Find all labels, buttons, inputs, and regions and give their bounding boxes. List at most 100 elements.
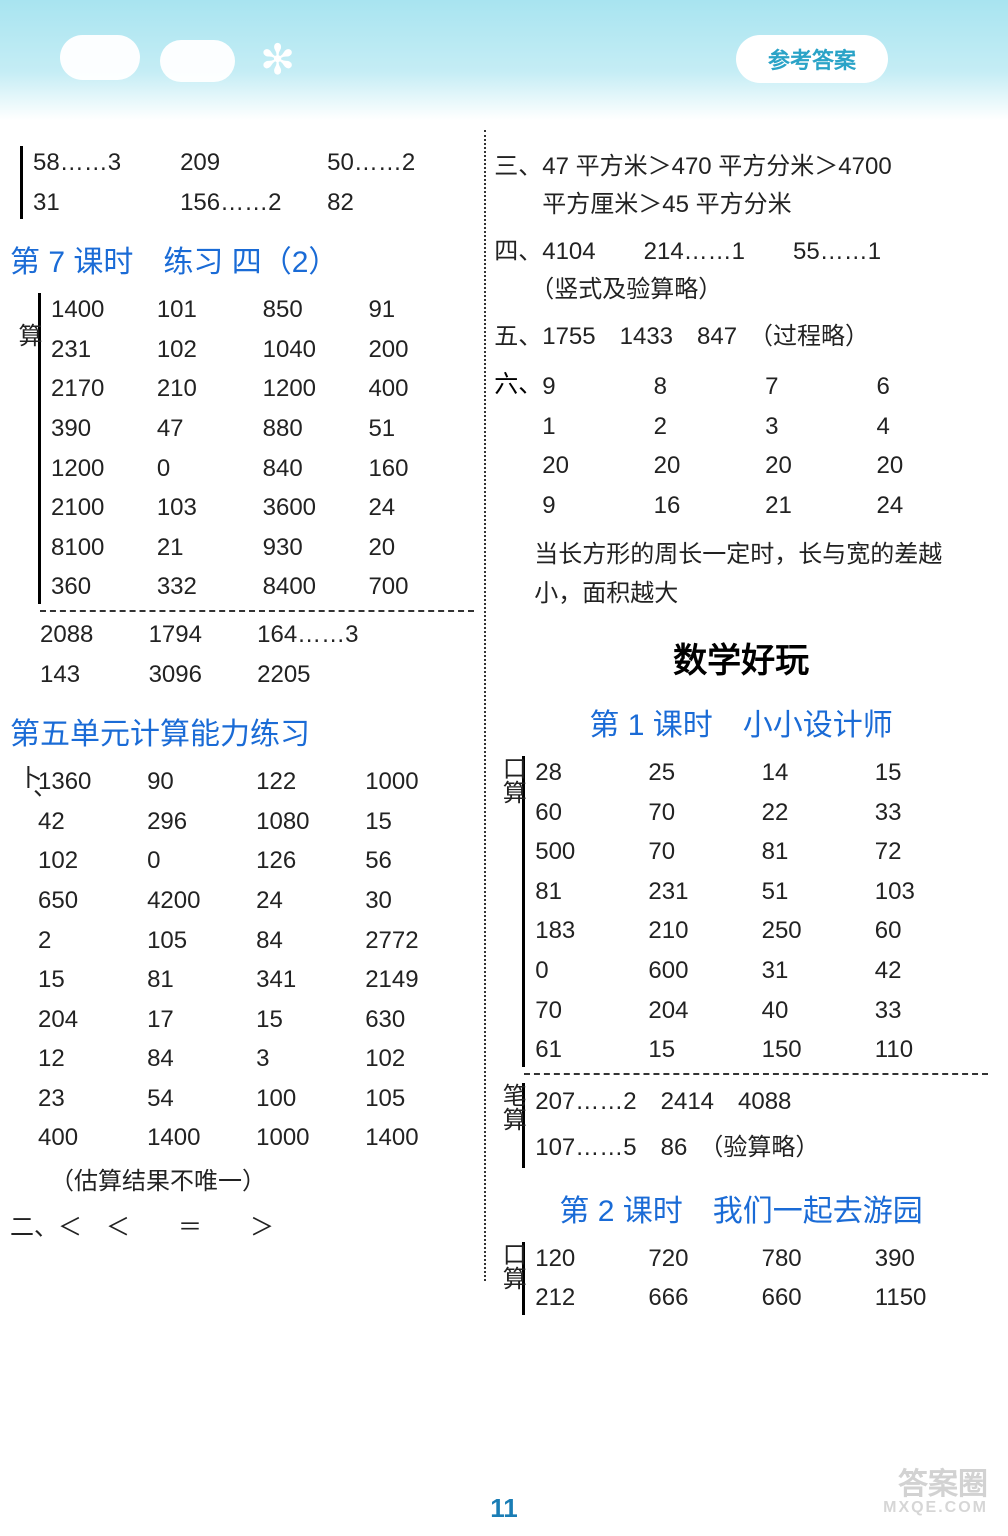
cell: 1040 [263, 333, 369, 367]
cell: 90 [147, 765, 256, 799]
grid-block: 算 14001018509123110210402002170210120040… [10, 293, 474, 691]
big-title: 数学好玩 [494, 633, 988, 682]
cell: 15 [365, 805, 474, 839]
watermark-sub: MXQE.COM [883, 1500, 988, 1516]
cell: 51 [368, 412, 474, 446]
six-note: 当长方形的周长一定时，长与宽的差越小，面积越大 [534, 536, 988, 613]
cell: 110 [875, 1033, 988, 1067]
table-row: 2100103360024 [51, 491, 474, 525]
table-row: 12000840160 [51, 452, 474, 486]
snowflake-icon: ✻ [260, 35, 295, 84]
line-five: 五、1755 1433 847 （过程略） [494, 318, 988, 356]
table-row: 21702101200400 [51, 372, 474, 406]
cell: 4 [877, 410, 988, 444]
table-row: 3603328400700 [51, 570, 474, 604]
right-column: 三、47 平方米＞470 平方分米＞4700 平方厘米＞45 平方分米 四、41… [474, 140, 988, 1321]
cell: 0 [535, 954, 648, 988]
table-row: 9162124 [542, 489, 988, 523]
table-row: 81002193020 [51, 531, 474, 565]
cell: 56 [365, 844, 474, 878]
cell: 84 [147, 1042, 256, 1076]
cell: 390 [875, 1242, 988, 1276]
cell: 40 [762, 994, 875, 1028]
cell: 51 [762, 875, 875, 909]
cell: 8400 [263, 570, 369, 604]
cell: 183 [535, 914, 648, 948]
cell: 2100 [51, 491, 157, 525]
cell [366, 618, 475, 652]
cell: 160 [368, 452, 474, 486]
cell: 210 [648, 914, 761, 948]
grid-block: 卜、 1360901221000422961080151020126566504… [10, 765, 474, 1155]
side-label-kousuan: 口算 [494, 756, 529, 804]
side-label: 算 [10, 323, 45, 347]
cell: 210 [157, 372, 263, 406]
cell: 666 [648, 1281, 761, 1315]
cell: 60 [535, 796, 648, 830]
cell: 24 [368, 491, 474, 525]
cell: 600 [648, 954, 761, 988]
section-title: 第 7 课时 练习 四（2） [10, 237, 474, 281]
cell: 126 [256, 844, 365, 878]
cell: 850 [263, 293, 369, 327]
cell: 42 [38, 805, 147, 839]
cell: 0 [157, 452, 263, 486]
cell: 2 [38, 924, 147, 958]
cell: 15 [38, 963, 147, 997]
cell: 720 [648, 1242, 761, 1276]
cell: 143 [40, 658, 149, 692]
cell: 1000 [365, 765, 474, 799]
table-row: 12843102 [38, 1042, 474, 1076]
content: 58……320950……2 31156……282 第 7 课时 练习 四（2） … [0, 120, 1008, 1321]
cell: 30 [365, 884, 474, 918]
table-row: 20202020 [542, 449, 988, 483]
cell: 42 [875, 954, 988, 988]
cell: 24 [256, 884, 365, 918]
table-row: 58……320950……2 [33, 146, 474, 180]
cell: 650 [38, 884, 147, 918]
cell: 500 [535, 835, 648, 869]
cell: 12 [38, 1042, 147, 1076]
cell: 33 [875, 994, 988, 1028]
cell: 28 [535, 756, 648, 790]
cell: 102 [38, 844, 147, 878]
table-row: 8123151103 [535, 875, 988, 909]
cell: 1400 [51, 293, 157, 327]
dash-separator [524, 1073, 988, 1075]
cell: 7 [765, 370, 876, 404]
cell: 31 [762, 954, 875, 988]
cell: 204 [648, 994, 761, 1028]
cell: 103 [875, 875, 988, 909]
cell: 15 [256, 1003, 365, 1037]
cell: 70 [648, 796, 761, 830]
table-row: 500708172 [535, 835, 988, 869]
cell: 2088 [40, 618, 149, 652]
cell: 21 [765, 489, 876, 523]
cell: 1080 [256, 805, 365, 839]
table-row: 2126666601150 [535, 1281, 988, 1315]
watermark-main: 答案圈 [883, 1470, 988, 1500]
cell: 1000 [256, 1121, 365, 1155]
cell: 14 [762, 756, 875, 790]
cell: 101 [157, 293, 263, 327]
cell: 3600 [263, 491, 369, 525]
cell: 1794 [149, 618, 258, 652]
cell: 102 [365, 1042, 474, 1076]
cell: 20 [765, 449, 876, 483]
table-row: 2041715630 [38, 1003, 474, 1037]
table-row: 65042002430 [38, 884, 474, 918]
line-two: 二、＜ ＜ ＝ ＞ [10, 1209, 474, 1247]
text-line: 207……2 2414 4088 [535, 1083, 988, 1121]
cell: 660 [762, 1281, 875, 1315]
cell: 1200 [263, 372, 369, 406]
cell: 84 [256, 924, 365, 958]
side-label-bisuan: 笔算 [494, 1083, 529, 1131]
six-block: 六、 98761234202020209162124 [494, 364, 988, 528]
cell: 22 [762, 796, 875, 830]
cloud-icon [60, 35, 140, 80]
cell: 0 [147, 844, 256, 878]
cell: 630 [365, 1003, 474, 1037]
table-row: 28251415 [535, 756, 988, 790]
cell: 3 [765, 410, 876, 444]
cell: 250 [762, 914, 875, 948]
